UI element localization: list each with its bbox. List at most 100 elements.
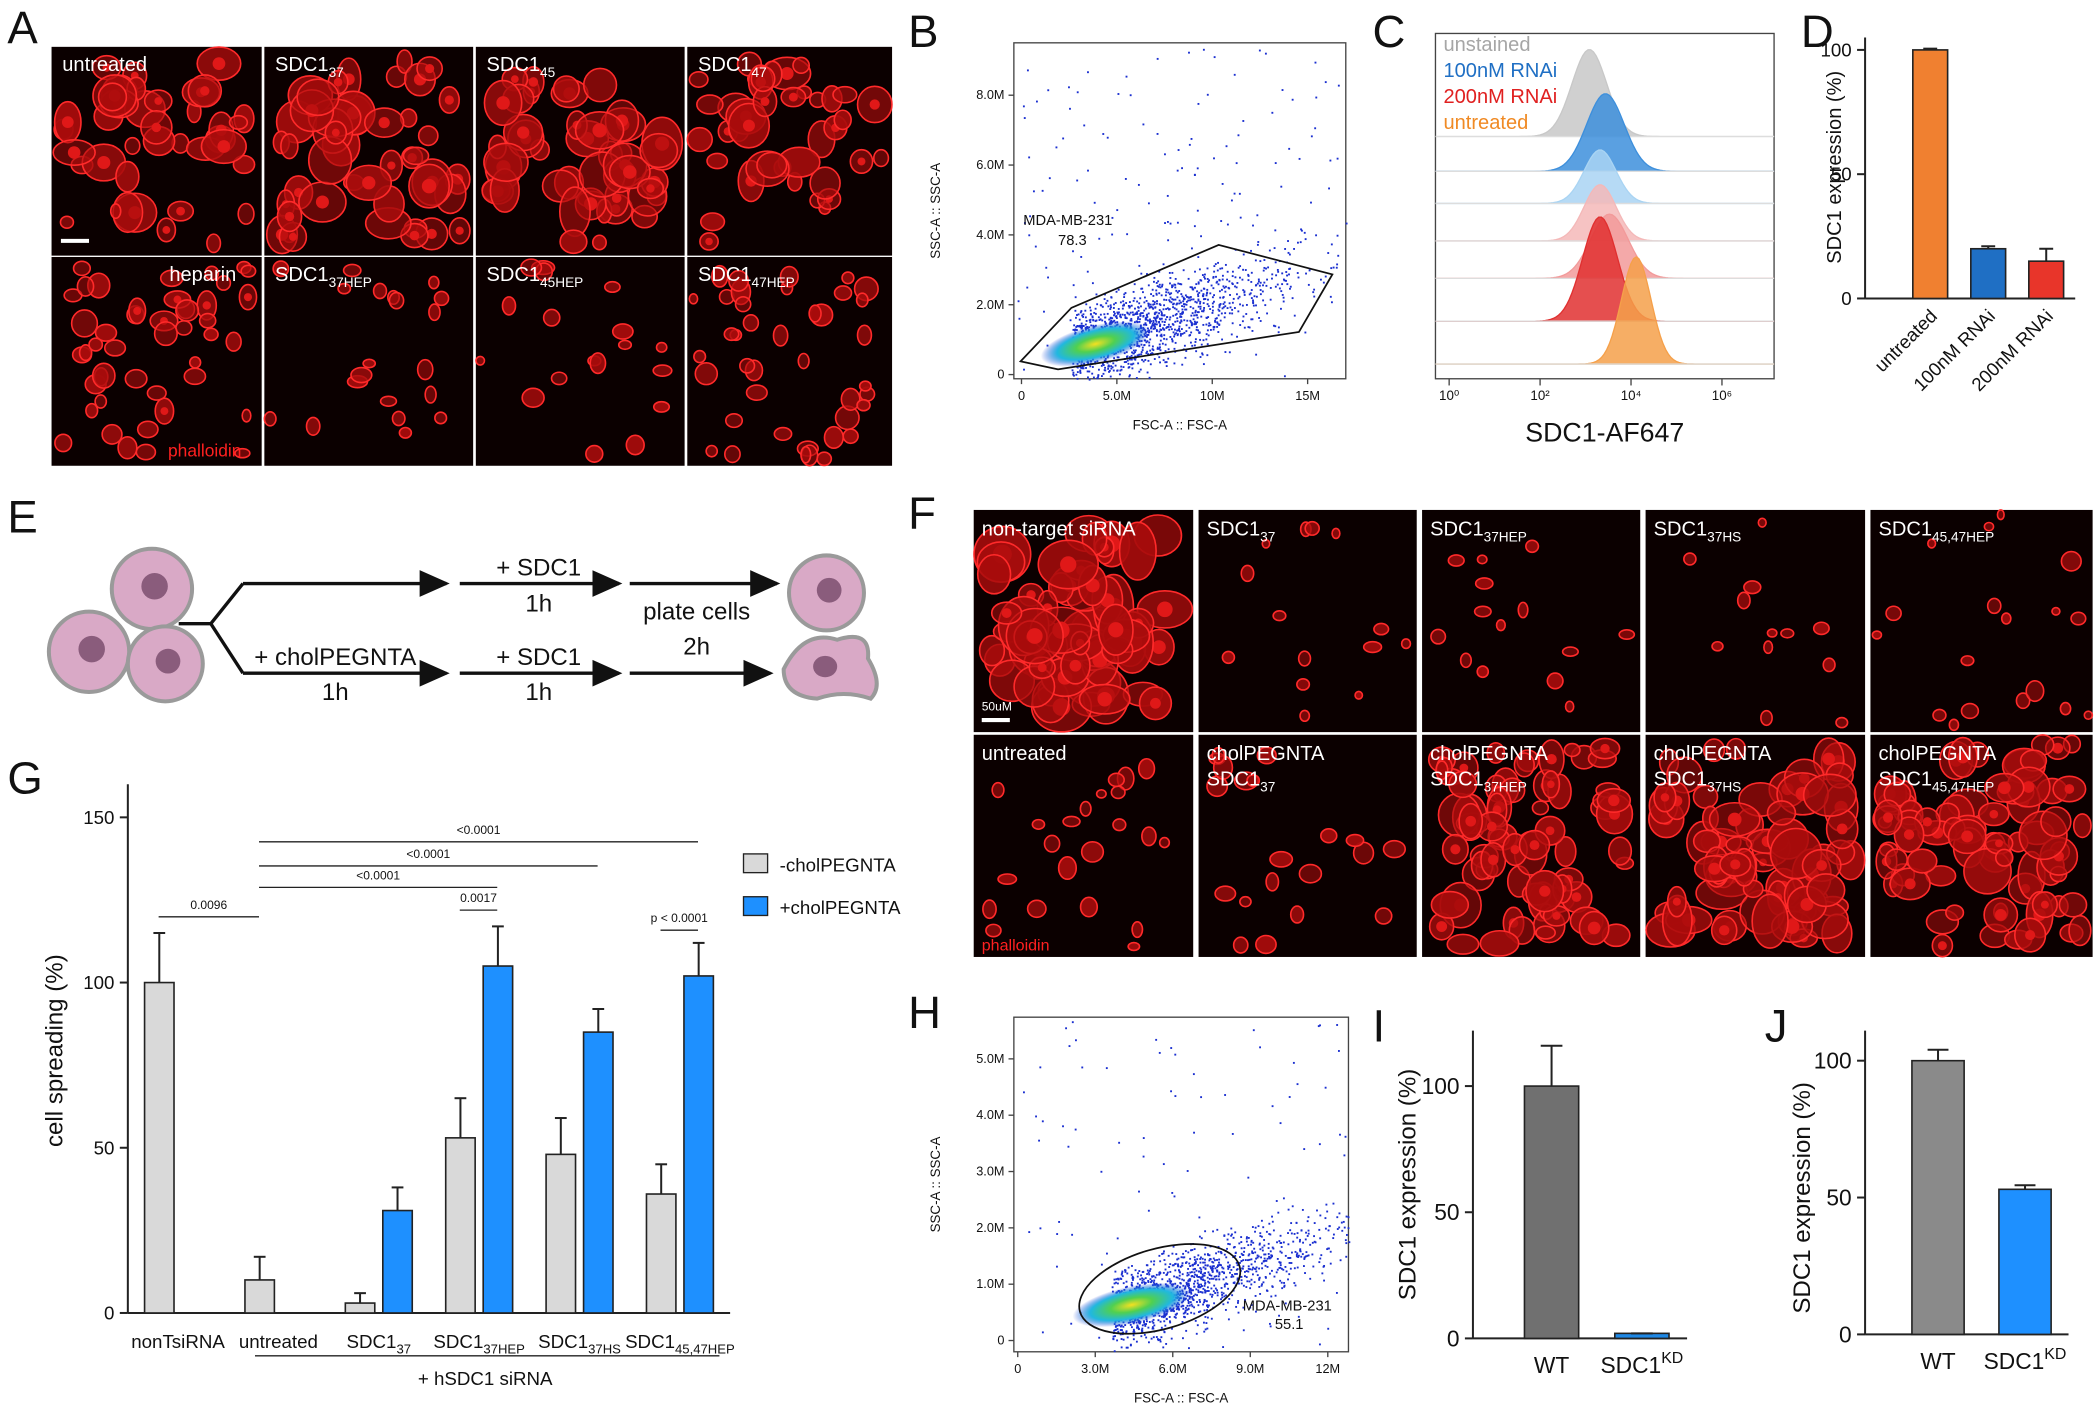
event-dot — [1342, 1220, 1345, 1223]
event-dot — [1087, 71, 1089, 74]
event-dot — [1289, 285, 1292, 288]
event-dot — [1175, 1253, 1178, 1256]
event-dot — [1149, 1278, 1152, 1281]
event-dot — [1224, 1308, 1227, 1311]
event-dot — [1305, 1251, 1308, 1254]
event-dot — [1100, 364, 1103, 367]
cell — [398, 426, 413, 439]
cell — [78, 344, 93, 362]
event-dot — [1125, 317, 1128, 320]
event-dot — [1164, 1268, 1167, 1271]
event-dot — [1198, 268, 1201, 271]
event-dot — [1152, 300, 1155, 303]
nucleus — [243, 293, 253, 302]
event-dot — [1148, 344, 1151, 347]
cell — [2072, 813, 2092, 839]
event-dot — [1174, 328, 1176, 331]
event-dot — [1239, 324, 1242, 326]
event-dot — [1119, 369, 1122, 372]
event-dot — [1120, 365, 1123, 368]
event-dot — [1263, 259, 1266, 261]
event-dot — [1156, 300, 1158, 303]
event-dot — [1161, 283, 1164, 286]
event-dot — [1192, 1268, 1195, 1271]
cell — [724, 412, 744, 429]
cell — [521, 387, 545, 409]
event-dot — [1155, 311, 1158, 314]
cell — [215, 275, 232, 291]
error-bar — [655, 1163, 668, 1195]
cell — [1430, 890, 1470, 919]
event-dot — [1163, 1331, 1166, 1334]
event-dot — [1178, 1274, 1181, 1277]
event-dot — [1158, 270, 1161, 273]
event-dot — [1254, 1268, 1257, 1270]
event-dot — [1230, 199, 1233, 202]
event-dot — [1100, 1263, 1103, 1266]
event-dot — [1159, 349, 1162, 352]
cell — [856, 324, 873, 346]
event-dot — [1116, 356, 1119, 359]
event-dot — [1138, 353, 1141, 356]
event-dot — [1202, 363, 1205, 366]
event-dot — [1291, 98, 1294, 101]
event-dot — [1156, 133, 1159, 135]
step-label: 2h — [683, 633, 710, 660]
event-dot — [1208, 1254, 1211, 1257]
event-dot — [1208, 1281, 1211, 1284]
event-dot — [1267, 1247, 1270, 1250]
event-dot — [1126, 355, 1129, 358]
x-tick-label: SDC1KD — [1601, 1350, 1684, 1378]
event-dot — [1203, 1330, 1206, 1333]
event-dot — [1276, 269, 1279, 271]
event-dot — [1184, 294, 1187, 297]
event-dot — [1188, 1262, 1191, 1265]
event-dot — [1284, 1254, 1287, 1257]
label-text: SDC1 — [1878, 518, 1932, 540]
event-dot — [1163, 321, 1166, 323]
tile-label: non-target siRNA — [982, 518, 1136, 540]
cell — [756, 151, 788, 179]
event-dot — [1256, 243, 1259, 246]
event-dot — [1188, 1297, 1191, 1300]
cell — [1261, 538, 1271, 549]
label-sub: 37 — [1260, 780, 1275, 795]
event-dot — [1223, 301, 1226, 304]
event-dot — [1332, 1202, 1335, 1205]
cell — [1835, 716, 1849, 729]
event-dot — [1217, 308, 1220, 311]
cell — [1127, 941, 1141, 952]
cell — [750, 65, 776, 93]
event-dot — [1282, 296, 1285, 299]
nucleus — [1882, 812, 1894, 823]
cell — [855, 292, 869, 308]
micro-image — [1870, 509, 2093, 733]
event-dot — [1318, 1261, 1321, 1264]
event-dot — [1260, 1219, 1263, 1222]
event-dot — [1085, 319, 1088, 322]
cell — [1079, 896, 1099, 918]
event-dot — [1123, 361, 1126, 364]
nucleus — [1529, 840, 1540, 851]
event-dot — [1146, 350, 1149, 353]
event-dot — [1202, 1274, 1205, 1277]
event-dot — [1186, 1271, 1189, 1274]
event-dot — [1171, 338, 1173, 341]
event-dot — [1137, 362, 1140, 365]
event-dot — [1187, 1302, 1190, 1305]
event-dot — [1159, 1272, 1162, 1275]
event-dot — [1262, 284, 1264, 287]
event-dot — [1199, 338, 1202, 341]
cell — [1299, 709, 1311, 723]
event-dot — [1207, 1271, 1210, 1274]
event-dot — [1120, 1338, 1123, 1340]
event-dot — [1088, 378, 1091, 381]
cell — [558, 186, 591, 238]
nucleus — [1587, 921, 1601, 935]
event-dot — [1117, 1278, 1120, 1281]
cell — [1158, 836, 1171, 849]
event-dot — [1153, 327, 1155, 330]
cell — [542, 308, 561, 327]
event-dot — [1204, 1267, 1207, 1270]
event-dot — [1171, 339, 1174, 342]
